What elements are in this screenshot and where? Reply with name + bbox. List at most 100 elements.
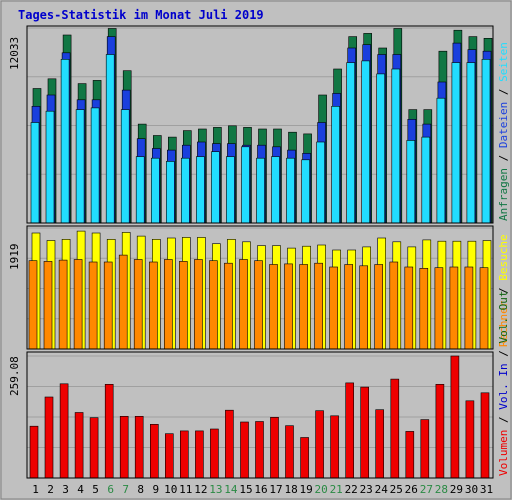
x-tick-label-day-23: 23: [360, 483, 373, 496]
x-tick-label-day-29: 29: [450, 483, 463, 496]
x-tick-label-day-27: 27: [420, 483, 433, 496]
bar-rechner-day-29: [449, 266, 459, 350]
legend-item: Vol. In: [497, 363, 510, 410]
legend-requests: Anfragen / Dateien / Seiten: [497, 42, 510, 221]
x-tick-label-day-11: 11: [179, 483, 192, 496]
bar-volumen-day-9: [150, 423, 159, 479]
bar-rechner-day-26: [404, 266, 414, 350]
panel-border: [26, 225, 494, 350]
bar-rechner-day-28: [434, 267, 444, 350]
bar-rechner-day-8: [133, 259, 143, 350]
bar-rechner-day-20: [314, 262, 323, 350]
bar-seiten-day-23: [361, 60, 371, 224]
x-tick-label-day-17: 17: [269, 483, 282, 496]
bar-volumen-day-8: [134, 415, 144, 479]
bar-rechner-day-9: [149, 261, 158, 350]
x-tick-label-day-22: 22: [345, 483, 358, 496]
ymax-label-requests: 12033: [8, 36, 21, 70]
bar-volumen-day-29: [450, 355, 460, 479]
bar-seiten-day-26: [406, 140, 416, 224]
bar-volumen-day-12: [195, 430, 204, 479]
bar-volumen-day-30: [465, 400, 475, 479]
bar-volumen-day-26: [405, 431, 415, 479]
legend-item: /: [497, 343, 510, 364]
bar-volumen-day-20: [315, 410, 324, 479]
x-tick-label-day-2: 2: [47, 483, 54, 496]
bar-volumen-day-6: [104, 383, 114, 479]
bar-seiten-day-24: [376, 73, 386, 224]
bar-seiten-day-18: [286, 157, 295, 224]
bar-seiten-day-20: [316, 141, 325, 224]
bar-volumen-day-17: [270, 416, 279, 479]
x-tick-label-day-28: 28: [435, 483, 448, 496]
bar-volumen-day-31: [480, 392, 490, 479]
bar-volumen-day-4: [74, 412, 84, 479]
x-tick-label-day-30: 30: [465, 483, 478, 496]
bar-seiten-day-16: [256, 157, 265, 224]
x-tick-label-day-1: 1: [32, 483, 39, 496]
bar-rechner-day-27: [419, 267, 429, 350]
bar-seiten-day-4: [75, 109, 85, 224]
bar-seiten-day-10: [166, 161, 175, 224]
bar-seiten-day-25: [391, 68, 401, 224]
bar-volumen-day-7: [119, 415, 129, 479]
bar-seiten-day-7: [120, 109, 130, 224]
legend-item: Anfragen: [497, 168, 510, 221]
bar-rechner-day-21: [329, 266, 338, 350]
x-tick-label-day-8: 8: [137, 483, 144, 496]
x-tick-label-day-26: 26: [405, 483, 418, 496]
bar-rechner-day-23: [359, 265, 369, 350]
bar-volumen-day-25: [390, 378, 400, 479]
x-tick-label-day-5: 5: [92, 483, 99, 496]
bar-rechner-day-24: [374, 264, 384, 350]
legend-item: Volumen: [497, 429, 510, 476]
x-tick-label-day-19: 19: [299, 483, 312, 496]
bar-rechner-day-17: [269, 264, 278, 350]
bar-seiten-day-27: [421, 136, 431, 224]
bar-volumen-day-10: [165, 433, 174, 479]
legend-item: Besuche: [497, 234, 510, 281]
bar-volumen-day-21: [330, 415, 339, 479]
bar-rechner-day-11: [179, 261, 188, 350]
bar-rechner-day-19: [299, 264, 308, 350]
bar-rechner-day-31: [479, 267, 489, 350]
bar-rechner-day-15: [239, 259, 248, 350]
bar-seiten-day-11: [181, 157, 190, 224]
bar-seiten-day-1: [30, 122, 40, 224]
x-tick-label-day-10: 10: [164, 483, 177, 496]
bar-rechner-day-22: [344, 264, 354, 350]
bar-rechner-day-14: [224, 262, 233, 350]
bar-rechner-day-2: [43, 261, 53, 350]
bar-rechner-day-4: [73, 259, 83, 350]
bar-volumen-day-22: [345, 382, 355, 479]
bar-volumen-day-2: [44, 396, 54, 479]
bar-rechner-day-13: [209, 260, 218, 350]
bar-volumen-day-18: [285, 425, 294, 479]
x-tick-label-day-3: 3: [62, 483, 69, 496]
bar-rechner-day-10: [164, 259, 173, 350]
x-tick-label-day-15: 15: [239, 483, 252, 496]
bar-seiten-day-28: [436, 97, 446, 224]
bar-rechner-day-7: [118, 254, 128, 350]
legend-item: /: [497, 148, 510, 169]
bar-seiten-day-8: [135, 156, 145, 224]
bar-seiten-day-19: [301, 159, 310, 224]
x-tick-label-day-14: 14: [224, 483, 238, 496]
legend-item: Seiten: [497, 42, 510, 82]
x-tick-label-day-20: 20: [314, 483, 327, 496]
bar-seiten-day-15: [241, 146, 250, 224]
legend-item: /: [497, 81, 510, 102]
bar-rechner-day-16: [254, 260, 263, 350]
bar-volumen-day-1: [29, 425, 39, 479]
bar-volumen-day-3: [59, 383, 69, 479]
x-tick-label-day-16: 16: [254, 483, 267, 496]
bar-volumen-day-11: [180, 430, 189, 479]
bar-seiten-day-9: [151, 157, 160, 224]
bar-seiten-day-2: [45, 110, 55, 224]
bar-rechner-day-30: [464, 266, 474, 350]
x-tick-label-day-31: 31: [480, 483, 493, 496]
bar-volumen-day-16: [255, 421, 264, 479]
